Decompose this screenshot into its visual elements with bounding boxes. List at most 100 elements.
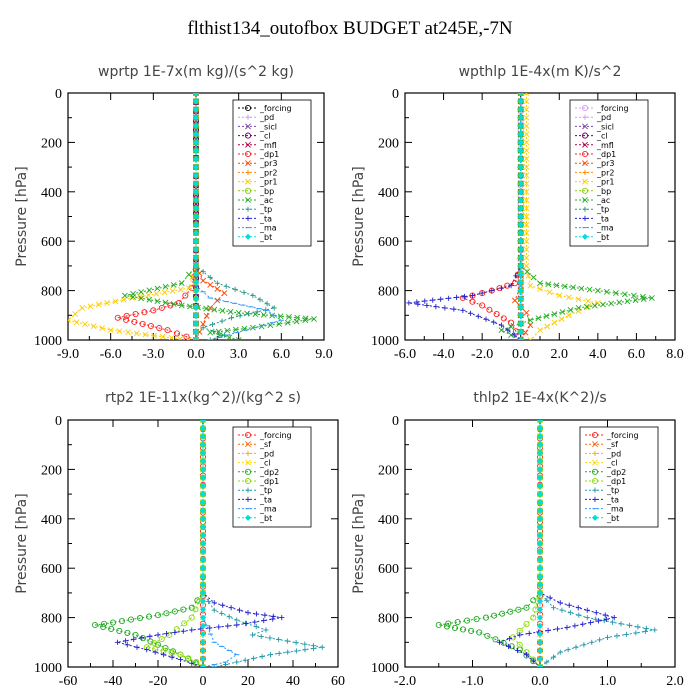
series-ac-point	[311, 316, 317, 322]
series-pr3-point	[527, 322, 534, 329]
series-pr1-point	[523, 164, 530, 171]
legend-entry-ta-marker	[245, 215, 251, 221]
legend-entry-pr2-marker	[245, 169, 251, 175]
series-bt-point	[517, 122, 524, 129]
series-dp2-point	[132, 631, 139, 638]
series-bt-point	[517, 114, 524, 121]
series-dp2-point	[108, 625, 115, 633]
series-tp-point	[234, 617, 240, 623]
series-bt-point	[536, 507, 544, 514]
legend-entry-tp-marker	[245, 487, 251, 493]
x-tick-label: -3.0	[142, 347, 164, 362]
series-dp1-point	[523, 621, 530, 628]
series-bt-point	[192, 98, 200, 105]
series-ta-point	[152, 649, 158, 655]
y-tick-label: 400	[41, 513, 62, 528]
legend-entry-pr1-marker	[582, 178, 588, 185]
series-ta-point	[580, 621, 586, 627]
series-dp1-point	[511, 280, 518, 287]
series-tp-point	[258, 633, 264, 640]
series-tp-point	[257, 297, 263, 303]
legend-entry-pr1-marker	[245, 178, 251, 185]
series-tp-point	[211, 328, 217, 334]
y-tick-label: 800	[378, 285, 399, 300]
series-tp-point	[223, 283, 229, 289]
series-ta-point	[554, 626, 561, 632]
series-dp2-point	[492, 636, 499, 643]
series-group	[68, 93, 317, 340]
y-tick-label: 0	[392, 414, 399, 429]
x-tick-label: 2.0	[551, 347, 569, 362]
series-pr1-point	[177, 335, 184, 340]
series-pr1-point	[95, 301, 102, 308]
series-pr3-point	[522, 329, 529, 336]
series-ta-point	[189, 627, 195, 633]
series-bt-point	[536, 491, 544, 498]
series-ta-point	[498, 285, 505, 291]
series-ac-point	[227, 308, 234, 315]
series-bt-point	[517, 106, 524, 113]
series-tp-point	[254, 309, 260, 315]
series-pr1-point	[575, 296, 582, 303]
series-ta-point	[507, 635, 513, 642]
series-bt-point	[517, 131, 524, 138]
y-tick-label: 600	[41, 235, 62, 250]
y-tick-label: 1000	[34, 661, 62, 676]
legend-entry-pd-marker	[582, 114, 588, 120]
series-pr1-point	[523, 254, 530, 261]
series-bt-point	[536, 655, 544, 662]
series-bt-point	[192, 271, 200, 278]
series-tp-point	[246, 311, 252, 317]
series-dp2-point	[459, 626, 467, 633]
legend-entry-dp1-marker	[591, 477, 599, 485]
series-bt-point	[192, 312, 200, 319]
series-dp2-point	[163, 610, 170, 617]
series-pr1-point	[125, 329, 131, 336]
legend-entry-dp1-label: _dp1	[606, 477, 626, 486]
x-tick-label: 40	[286, 674, 300, 689]
series-bt-point	[192, 221, 200, 228]
series-dp1-point	[123, 316, 130, 323]
series-ta-point	[234, 622, 240, 628]
series-bt-point	[536, 647, 544, 654]
legend-entry-mfl-label: _mfl	[259, 141, 277, 150]
series-tp-point	[544, 659, 550, 665]
series-bt-point	[517, 312, 524, 319]
series-pr3-point	[512, 297, 518, 304]
series-dp2-point	[499, 610, 506, 617]
series-ac-point	[616, 299, 623, 306]
series-tp-point	[251, 655, 257, 661]
series-tp-point	[302, 647, 308, 653]
series-dp2-point	[100, 623, 107, 631]
series-ac-point	[186, 303, 193, 310]
series-ta-point	[415, 301, 421, 307]
series-ta-point	[526, 630, 532, 637]
series-dp2-point	[443, 623, 450, 630]
series-ac-point	[293, 318, 300, 325]
series-pr1-point	[558, 316, 565, 322]
series-dp1-point	[147, 322, 155, 330]
series-ac-point	[517, 93, 524, 96]
series-dp2-line	[438, 420, 541, 667]
series-pr3-point	[207, 281, 214, 288]
series-bt-point	[192, 155, 200, 162]
series-pr1-point	[544, 323, 551, 330]
legend-entry-bp-marker	[581, 187, 589, 194]
legend-entry-pr3-label: _pr3	[596, 159, 614, 168]
series-ta-point	[270, 613, 276, 619]
series-tp-point	[311, 645, 317, 652]
legend-box	[569, 99, 649, 247]
series-ac-point	[224, 327, 231, 334]
series-dp2-point	[100, 620, 108, 627]
x-tick-label: -1.0	[461, 674, 483, 689]
series-pr1-point	[527, 282, 534, 289]
plot-panel-3: rtp2 1E-11x(kg^2)/(kg^2 s) Pressure [hPa]…	[14, 390, 345, 689]
series-tp-point	[593, 616, 599, 622]
series-ac-point	[498, 327, 505, 334]
y-tick-label: 200	[378, 463, 399, 478]
series-ac-point	[586, 286, 593, 293]
series-bt-point	[192, 304, 200, 311]
series-bt-point	[517, 221, 524, 228]
series-ac-point	[170, 301, 177, 307]
legend-entry-forcing-marker	[581, 104, 589, 112]
